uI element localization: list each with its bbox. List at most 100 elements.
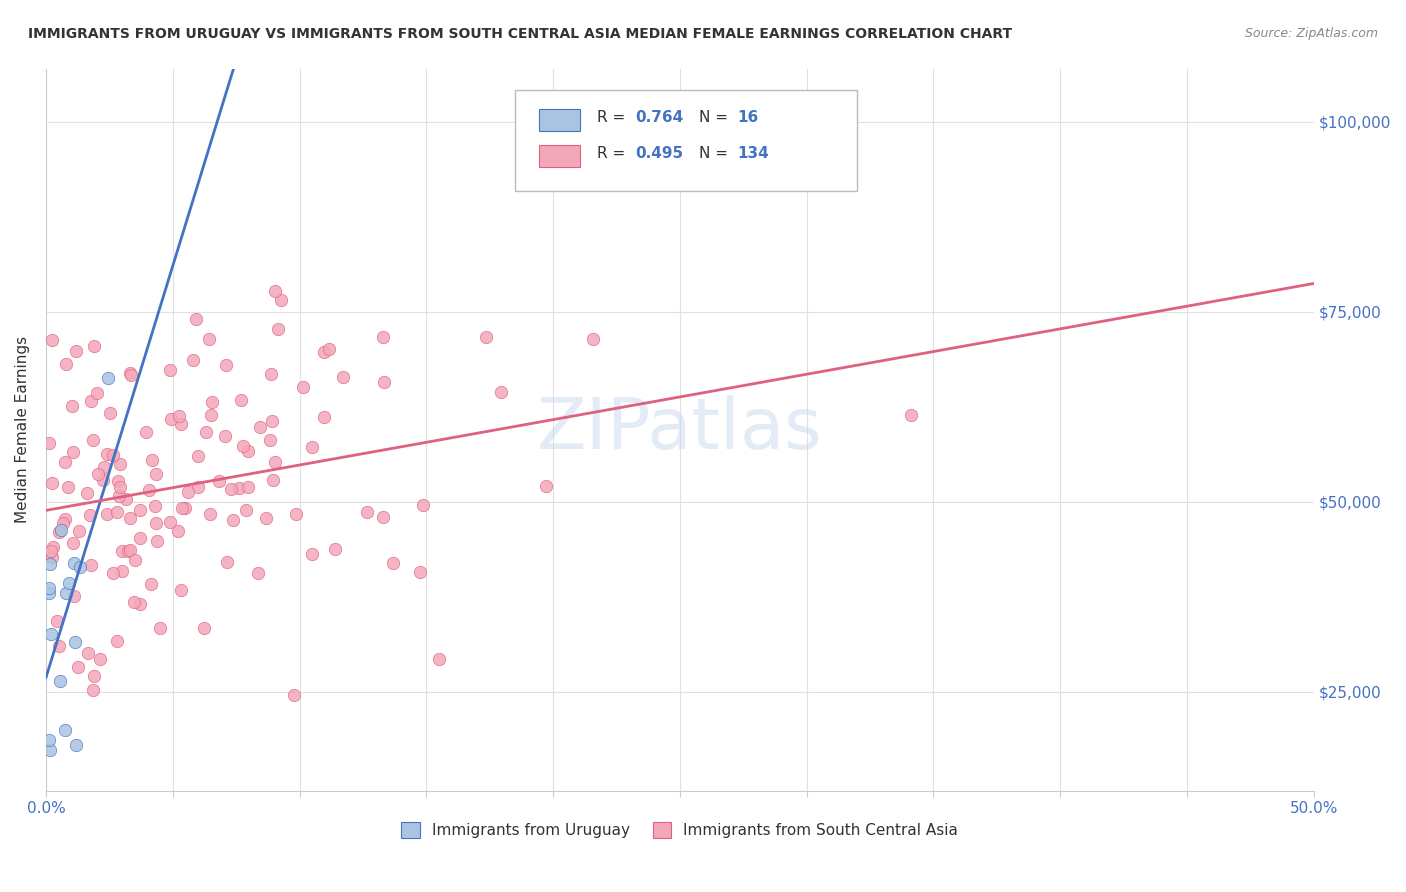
Immigrants from Uruguay (65, 738, 87, 752)
Immigrants from South Central Asia (356, 505, 378, 519)
Immigrants from South Central Asia (138, 483, 160, 497)
Immigrants from South Central Asia (160, 412, 183, 426)
Immigrants from South Central Asia (101, 448, 124, 462)
Immigrants from South Central Asia (301, 547, 323, 561)
Immigrants from South Central Asia (235, 502, 257, 516)
Immigrants from South Central Asia (159, 515, 181, 529)
Immigrants from Uruguay (38, 733, 60, 747)
Immigrants from South Central Asia (373, 330, 395, 344)
Immigrants from Uruguay (97, 370, 120, 384)
Immigrants from South Central Asia (143, 499, 166, 513)
Immigrants from South Central Asia (332, 369, 354, 384)
Immigrants from South Central Asia (62, 589, 84, 603)
Immigrants from South Central Asia (80, 558, 103, 572)
Immigrants from Uruguay (38, 581, 60, 595)
Immigrants from South Central Asia (198, 507, 221, 521)
Immigrants from South Central Asia (262, 473, 284, 487)
Immigrants from South Central Asia (56, 480, 79, 494)
Immigrants from Uruguay (38, 743, 60, 757)
Immigrants from South Central Asia (118, 542, 141, 557)
Immigrants from South Central Asia (62, 445, 84, 459)
Immigrants from South Central Asia (117, 544, 139, 558)
Immigrants from Uruguay (39, 627, 62, 641)
Immigrants from South Central Asia (301, 440, 323, 454)
Immigrants from Uruguay (63, 634, 86, 648)
Immigrants from South Central Asia (91, 473, 114, 487)
Immigrants from South Central Asia (582, 332, 605, 346)
Immigrants from South Central Asia (145, 516, 167, 531)
Immigrants from South Central Asia (170, 582, 193, 597)
Immigrants from South Central Asia (187, 480, 209, 494)
Immigrants from South Central Asia (184, 311, 207, 326)
Text: 16: 16 (737, 110, 758, 125)
Immigrants from South Central Asia (489, 385, 512, 400)
Immigrants from South Central Asia (183, 352, 205, 367)
Text: N =: N = (699, 110, 733, 125)
Immigrants from South Central Asia (48, 525, 70, 540)
Immigrants from South Central Asia (267, 321, 290, 335)
Immigrants from South Central Asia (124, 594, 146, 608)
Immigrants from Uruguay (49, 523, 72, 537)
Immigrants from Uruguay (63, 556, 86, 570)
Immigrants from Uruguay (53, 723, 76, 737)
Text: Source: ZipAtlas.com: Source: ZipAtlas.com (1244, 27, 1378, 40)
FancyBboxPatch shape (515, 90, 858, 191)
Immigrants from South Central Asia (82, 433, 104, 447)
Immigrants from South Central Asia (412, 498, 434, 512)
Immigrants from South Central Asia (208, 474, 231, 488)
FancyBboxPatch shape (538, 145, 579, 167)
Immigrants from South Central Asia (129, 503, 152, 517)
Text: R =: R = (598, 110, 630, 125)
Immigrants from South Central Asia (82, 683, 104, 698)
Immigrants from South Central Asia (89, 652, 111, 666)
Immigrants from Uruguay (49, 673, 72, 688)
Immigrants from South Central Asia (173, 500, 195, 515)
Immigrants from South Central Asia (285, 507, 308, 521)
Y-axis label: Median Female Earnings: Median Female Earnings (15, 336, 30, 523)
Immigrants from South Central Asia (427, 652, 450, 666)
Immigrants from South Central Asia (108, 457, 131, 471)
Immigrants from South Central Asia (53, 455, 76, 469)
Immigrants from South Central Asia (83, 669, 105, 683)
Immigrants from South Central Asia (314, 409, 336, 424)
Immigrants from South Central Asia (129, 597, 152, 611)
Immigrants from Uruguay (69, 560, 91, 574)
Immigrants from South Central Asia (101, 566, 124, 581)
Immigrants from South Central Asia (80, 393, 103, 408)
Immigrants from South Central Asia (373, 375, 395, 389)
Immigrants from South Central Asia (41, 549, 63, 564)
FancyBboxPatch shape (538, 109, 579, 130)
Immigrants from South Central Asia (118, 510, 141, 524)
Immigrants from South Central Asia (177, 484, 200, 499)
Immigrants from South Central Asia (83, 339, 105, 353)
Immigrants from South Central Asia (283, 688, 305, 702)
Immigrants from South Central Asia (323, 542, 346, 557)
Immigrants from South Central Asia (41, 544, 63, 558)
Immigrants from South Central Asia (115, 491, 138, 506)
Immigrants from South Central Asia (135, 425, 157, 440)
Immigrants from South Central Asia (76, 486, 98, 500)
Text: R =: R = (598, 146, 630, 161)
Immigrants from South Central Asia (60, 399, 83, 413)
Immigrants from South Central Asia (111, 544, 134, 558)
Immigrants from South Central Asia (534, 479, 557, 493)
Immigrants from South Central Asia (128, 531, 150, 545)
Immigrants from South Central Asia (409, 565, 432, 579)
Immigrants from South Central Asia (167, 524, 190, 538)
Immigrants from South Central Asia (48, 639, 70, 653)
Immigrants from South Central Asia (67, 524, 90, 538)
Immigrants from South Central Asia (259, 367, 281, 381)
Immigrants from South Central Asia (66, 660, 89, 674)
Immigrants from South Central Asia (42, 540, 65, 554)
Immigrants from South Central Asia (312, 345, 335, 359)
Immigrants from South Central Asia (105, 633, 128, 648)
Immigrants from South Central Asia (108, 480, 131, 494)
Immigrants from South Central Asia (292, 380, 315, 394)
Immigrants from South Central Asia (193, 621, 215, 635)
Immigrants from South Central Asia (38, 435, 60, 450)
Immigrants from Uruguay (55, 586, 77, 600)
Immigrants from South Central Asia (65, 344, 87, 359)
Text: IMMIGRANTS FROM URUGUAY VS IMMIGRANTS FROM SOUTH CENTRAL ASIA MEDIAN FEMALE EARN: IMMIGRANTS FROM URUGUAY VS IMMIGRANTS FR… (28, 27, 1012, 41)
Immigrants from South Central Asia (55, 357, 77, 371)
Immigrants from South Central Asia (76, 646, 98, 660)
